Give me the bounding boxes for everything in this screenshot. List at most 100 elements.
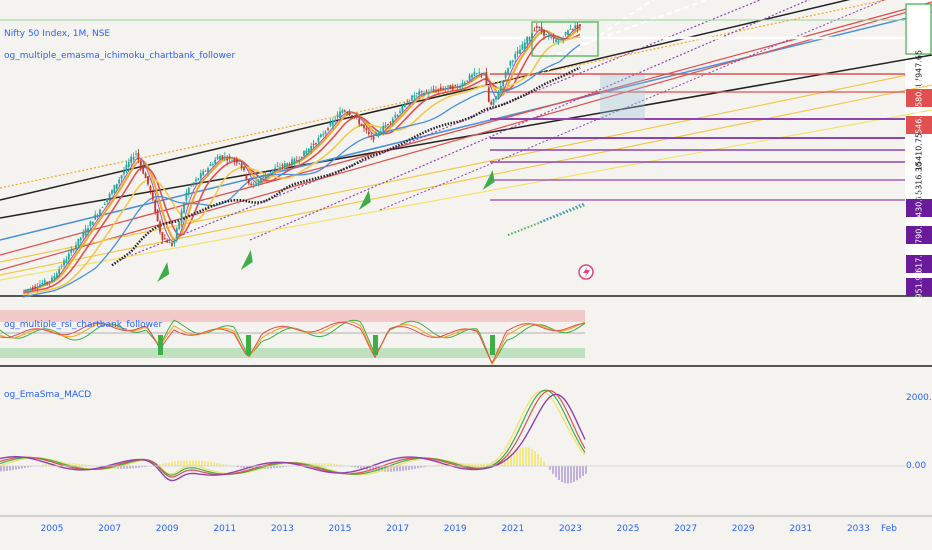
candle-body <box>466 80 469 82</box>
candle-body <box>480 73 483 75</box>
macd-histogram-bar <box>405 466 407 471</box>
event-marker-icon[interactable] <box>578 264 594 280</box>
candle-body <box>60 266 63 267</box>
candle-body <box>163 238 166 240</box>
candle-body <box>456 85 459 88</box>
candle-body <box>106 198 109 203</box>
projection-zone <box>600 75 645 120</box>
macd-histogram-bar <box>579 466 581 479</box>
macd-histogram-bar <box>435 464 437 466</box>
candle-body <box>55 273 58 278</box>
candle-body <box>94 214 97 220</box>
candle-body <box>384 125 387 128</box>
macd-histogram-bar <box>165 462 167 466</box>
rsi-oversold-band <box>0 348 585 358</box>
macd-histogram-bar <box>204 461 206 466</box>
macd-histogram-bar <box>120 466 122 469</box>
macd-histogram-bar <box>171 461 173 466</box>
candle-body <box>420 90 423 93</box>
macd-indicator-label[interactable]: og_EmaSma_MACD <box>4 390 91 400</box>
candle-body <box>166 240 169 243</box>
rsi-indicator-label[interactable]: og_multiple_rsi_chartbank_follower <box>4 320 162 330</box>
rsi-signal-bar-0 <box>158 335 163 355</box>
trendline-1 <box>0 54 932 219</box>
candle-body <box>552 37 555 39</box>
price-scale-badge-0 <box>906 60 932 78</box>
candle-body <box>432 89 435 91</box>
price-scale[interactable]: 17947.6515580.1515546.0515410.7515316.30… <box>905 3 932 304</box>
time-axis-tick-0: 2005 <box>41 524 64 534</box>
candle-body <box>449 85 452 89</box>
candle-body <box>437 88 440 90</box>
candle-body <box>115 183 118 189</box>
macd-histogram-bar <box>465 463 467 466</box>
macd-histogram-bar <box>126 466 128 469</box>
macd-histogram-bar <box>273 466 275 469</box>
candle-body <box>46 281 49 283</box>
macd-histogram-bar <box>552 466 554 474</box>
candle-body <box>315 143 317 145</box>
candle-body <box>259 178 262 183</box>
candle-body <box>411 95 413 101</box>
macd-histogram-bar <box>21 466 23 469</box>
overlay-indicator-label[interactable]: og_multiple_emasma_ichimoku_chartbank_fo… <box>4 51 235 61</box>
price-scale-badge-2 <box>906 116 932 134</box>
price-scale-label-5: 12430.50 <box>915 189 924 227</box>
candle-body <box>281 164 284 166</box>
candle-body <box>192 182 195 186</box>
macd-histogram-bar <box>213 462 215 466</box>
macd-histogram-bar <box>240 466 242 468</box>
candle-body <box>576 24 579 29</box>
candle-body <box>547 36 550 38</box>
candle-body <box>209 164 212 167</box>
macd-histogram-bar <box>564 466 566 484</box>
candle-body <box>139 161 142 167</box>
macd-histogram-bar <box>330 463 332 466</box>
time-axis-tick-2: 2009 <box>156 524 179 534</box>
candle-body <box>70 249 73 253</box>
candle-body <box>67 253 70 260</box>
candle-body <box>507 68 509 74</box>
candle-body <box>96 214 99 217</box>
candle-body <box>528 36 531 42</box>
macd-histogram-bar <box>342 465 344 466</box>
candle-body <box>238 162 241 164</box>
macd-histogram-bar <box>225 464 227 466</box>
macd-histogram-bar <box>390 466 392 472</box>
candle-body <box>199 173 202 179</box>
candle-body <box>363 125 365 129</box>
candle-body <box>202 170 205 176</box>
candle-body <box>228 156 231 158</box>
candle-body <box>39 284 41 287</box>
candle-body <box>557 41 560 43</box>
candle-body <box>562 38 565 40</box>
macd-histogram-bar <box>186 460 188 466</box>
candle-body <box>111 190 113 194</box>
candle-body <box>271 169 274 171</box>
macd-histogram-bar <box>237 466 239 468</box>
trendline-0 <box>0 0 851 201</box>
time-axis[interactable]: 2005 2007 2009 2011 2013 2015 2017 2019 2021 2023… <box>41 524 898 534</box>
candle-body <box>288 164 291 165</box>
price-scale-current-box <box>905 3 932 55</box>
candle-body <box>264 174 267 179</box>
candle-body <box>559 39 562 41</box>
candle-body <box>120 175 123 179</box>
macd-histogram-bar <box>81 464 83 466</box>
macd-histogram-bar <box>45 464 47 466</box>
candle-body <box>471 74 473 78</box>
buy-signal-1 <box>240 250 253 270</box>
macd-histogram-bar <box>282 466 284 468</box>
candle-body <box>490 102 493 105</box>
symbol-label[interactable]: Nifty 50 Index, 1M, NSE <box>4 29 110 39</box>
candle-body <box>341 110 344 113</box>
macd-histogram-bar <box>132 466 134 469</box>
candle-body <box>307 148 310 152</box>
macd-histogram-bar <box>513 451 515 466</box>
candle-body <box>336 114 339 118</box>
time-axis-tick-14: 2033 <box>847 524 870 534</box>
candle-body <box>243 166 245 171</box>
candle-body <box>473 72 476 76</box>
macd-histogram-bar <box>78 463 80 466</box>
candle-body <box>123 170 125 175</box>
